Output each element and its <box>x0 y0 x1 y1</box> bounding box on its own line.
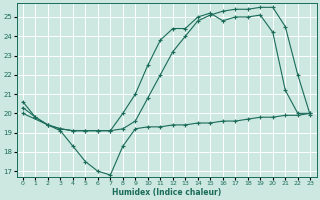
X-axis label: Humidex (Indice chaleur): Humidex (Indice chaleur) <box>112 188 221 197</box>
